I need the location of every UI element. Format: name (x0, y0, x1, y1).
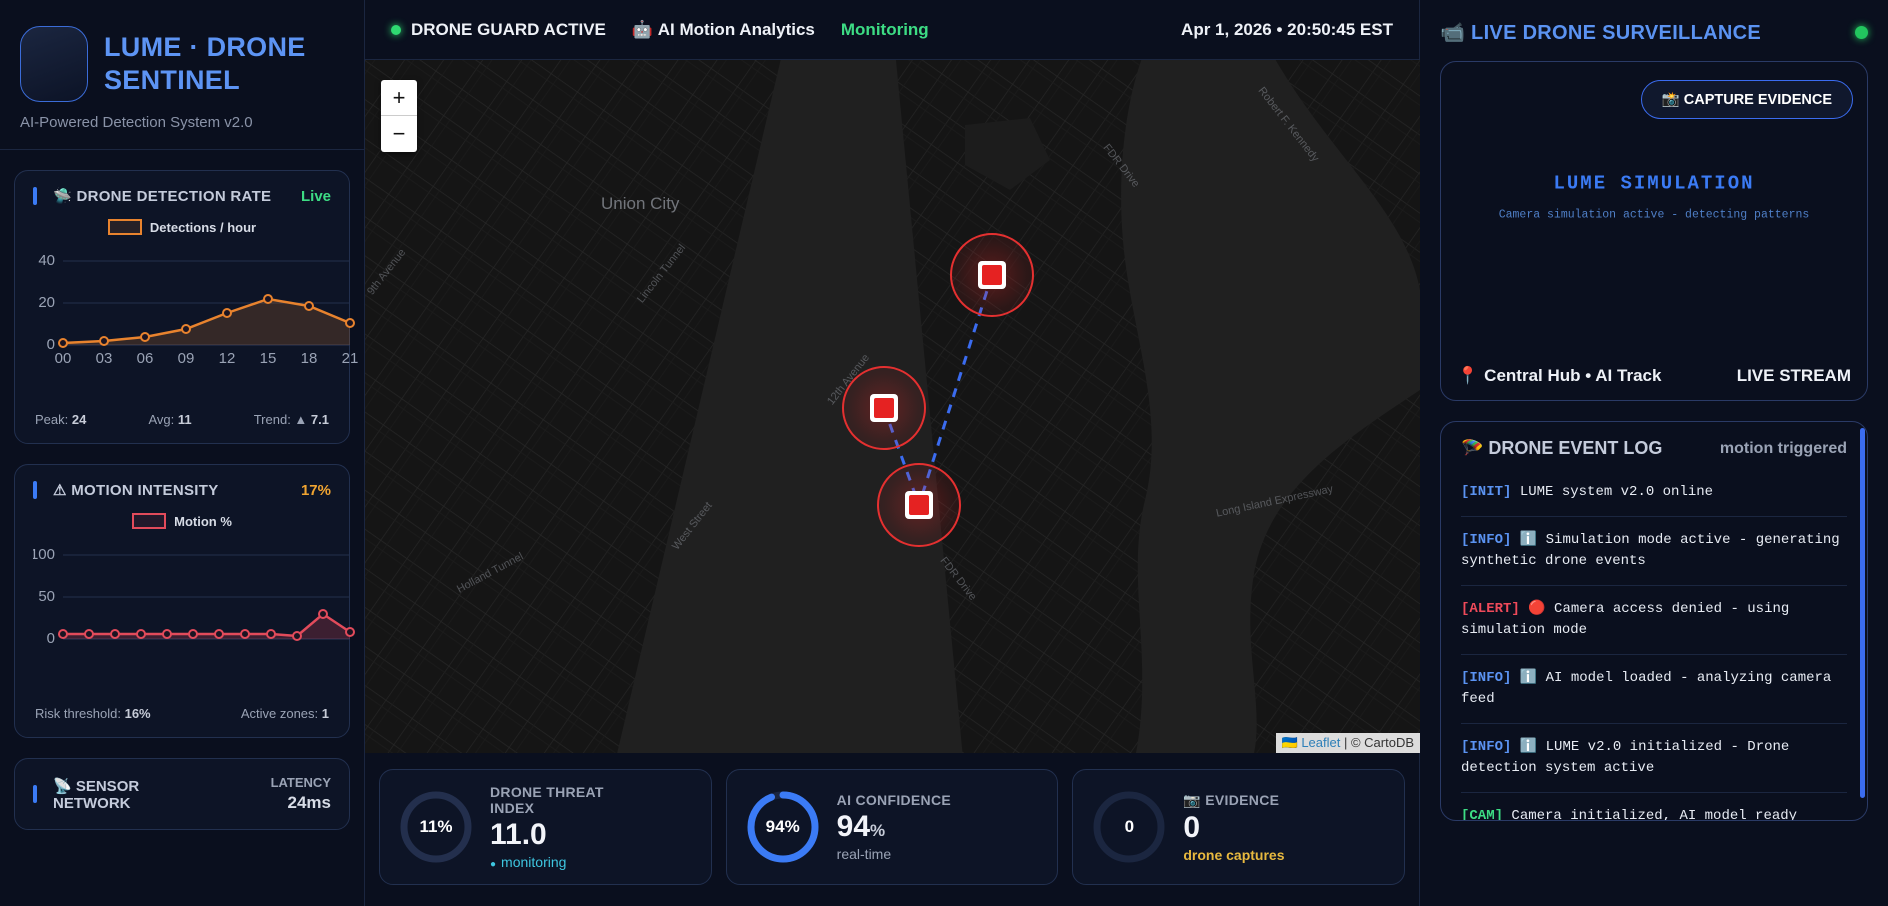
svg-text:09: 09 (178, 350, 195, 367)
svg-text:100: 100 (33, 546, 55, 563)
svg-text:40: 40 (38, 252, 55, 269)
svg-text:06: 06 (137, 350, 154, 367)
svg-text:12: 12 (219, 350, 236, 367)
svg-text:00: 00 (55, 350, 72, 367)
svg-text:21: 21 (342, 350, 359, 367)
svg-text:18: 18 (301, 350, 318, 367)
svg-text:50: 50 (38, 588, 55, 605)
svg-text:03: 03 (96, 350, 113, 367)
svg-text:0: 0 (47, 630, 55, 647)
svg-text:20: 20 (38, 294, 55, 311)
svg-text:15: 15 (260, 350, 277, 367)
